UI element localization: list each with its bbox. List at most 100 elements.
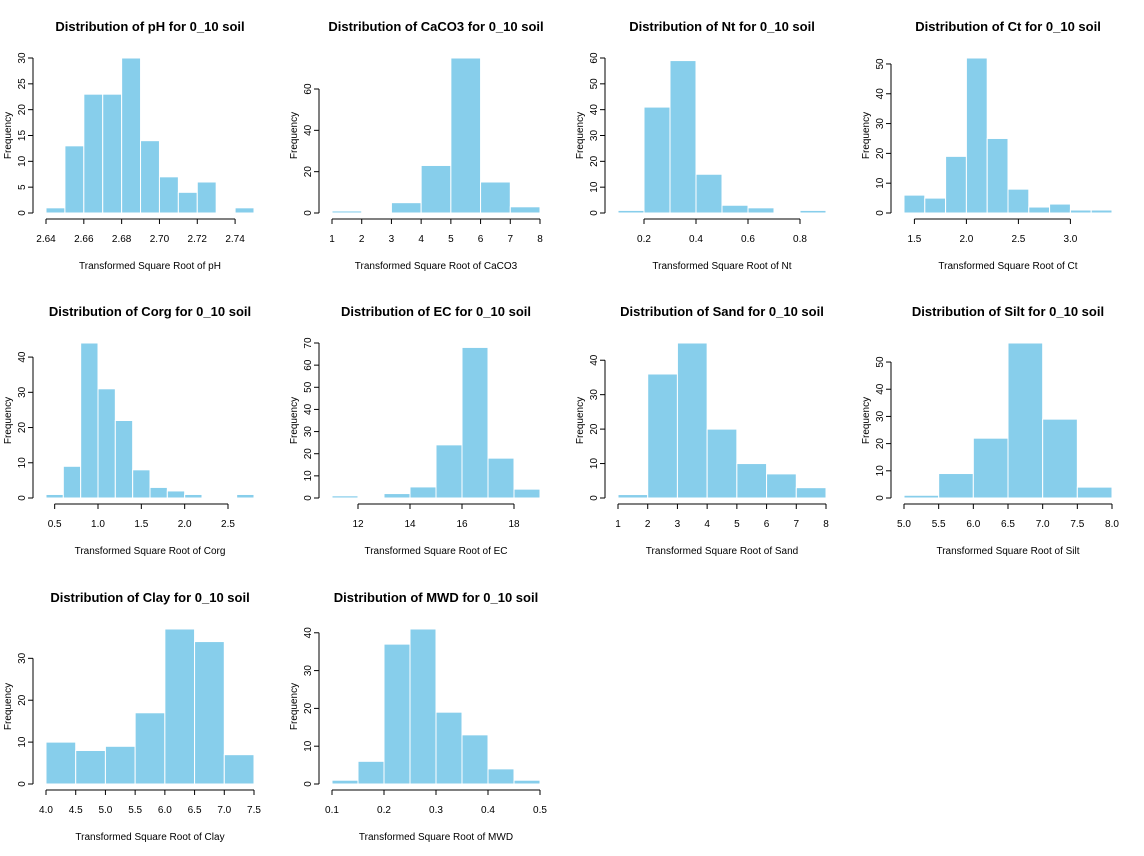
y-tick-label: 30: [303, 665, 314, 677]
x-tick-label: 0.4: [481, 805, 495, 816]
histogram-bar: [166, 490, 186, 499]
y-tick-label: 40: [303, 627, 314, 639]
y-tick-label: 20: [875, 438, 886, 450]
x-tick-label: 7.0: [217, 805, 231, 816]
y-tick-label: 40: [303, 124, 314, 136]
y-tick-label: 60: [589, 52, 600, 64]
x-tick-label: 8: [537, 234, 543, 245]
x-tick-label: 8: [823, 519, 829, 530]
histogram-bar: [1076, 486, 1113, 499]
y-tick-label: 10: [303, 470, 314, 482]
histogram-bar: [965, 57, 988, 214]
y-tick-label: 30: [303, 426, 314, 438]
histogram-bar: [132, 469, 151, 499]
y-tick-label: 30: [589, 130, 600, 142]
x-tick-label: 2.66: [74, 234, 94, 245]
y-tick-label: 20: [17, 104, 28, 116]
histogram-bar: [45, 741, 77, 785]
y-tick-label: 50: [875, 356, 886, 368]
x-tick-label: 1: [615, 519, 621, 530]
histogram-bar: [647, 373, 678, 499]
x-axis-label: Transformed Square Root of CaCO3: [355, 261, 518, 272]
y-tick-label: 20: [303, 448, 314, 460]
histogram-bar: [97, 388, 116, 499]
histogram-bar: [331, 779, 359, 785]
histogram-panel: 12 14 16 18 0 10 20 30 40 50 60 70 Distribution of E…: [289, 304, 541, 557]
x-tick-label: 3.0: [1063, 234, 1077, 245]
x-tick-label: 2: [359, 234, 365, 245]
y-axis-label: Frequency: [289, 112, 300, 159]
x-tick-label: 5: [448, 234, 454, 245]
y-tick-label: 20: [303, 702, 314, 714]
histogram-panel: 0.2 0.4 0.6 0.8 0 10 20 30 40 50 60 Distribution of…: [575, 19, 827, 272]
x-tick-label: 3: [675, 519, 681, 530]
y-tick-label: 15: [17, 130, 28, 142]
histogram-bar: [450, 57, 482, 214]
histogram-bar: [643, 106, 671, 214]
y-tick-label: 10: [17, 155, 28, 167]
x-tick-label: 0.5: [533, 805, 547, 816]
chart-title: Distribution of Ct for 0_10 soil: [915, 19, 1101, 34]
x-tick-label: 7.5: [247, 805, 261, 816]
histogram-panel: 1 2 3 4 5 6 7 8 0 20 40 60 Distribution of CaCO3 for…: [289, 19, 544, 272]
x-tick-label: 7.0: [1036, 519, 1050, 530]
x-axis-label: Transformed Square Root of Nt: [652, 261, 791, 272]
x-tick-label: 6: [764, 519, 770, 530]
x-tick-label: 16: [456, 519, 468, 530]
histogram-bar: [121, 57, 142, 214]
histogram-panel: 4.0 4.5 5.0 5.5 6.0 6.5 7.0 7.5 0 10 20 30 Distribut…: [3, 590, 261, 843]
histogram-panel: 0.1 0.2 0.3 0.4 0.5 0 10 20 30 40 Distribution of …: [289, 590, 547, 843]
x-tick-label: 0.4: [689, 234, 703, 245]
y-tick-label: 40: [589, 354, 600, 366]
y-tick-label: 0: [589, 210, 600, 216]
x-tick-label: 0.3: [429, 805, 443, 816]
histogram-bar: [1090, 209, 1113, 214]
y-tick-label: 30: [17, 652, 28, 664]
histogram-bar: [706, 428, 738, 499]
histogram-bar: [357, 760, 385, 785]
x-tick-label: 4: [418, 234, 424, 245]
x-tick-label: 2.0: [959, 234, 973, 245]
x-tick-label: 5: [734, 519, 740, 530]
histogram-bar: [617, 494, 649, 499]
histogram-bar: [617, 209, 645, 214]
x-tick-label: 7.5: [1070, 519, 1084, 530]
x-tick-label: 0.2: [637, 234, 651, 245]
histogram-bar: [83, 93, 104, 214]
y-tick-label: 50: [303, 381, 314, 393]
histogram-bar: [461, 346, 489, 499]
histogram-bar: [64, 145, 85, 214]
y-tick-label: 10: [17, 736, 28, 748]
histogram-bar: [234, 207, 255, 214]
x-tick-label: 3: [389, 234, 395, 245]
y-tick-label: 0: [589, 495, 600, 501]
y-tick-label: 30: [17, 52, 28, 64]
histogram-bar: [669, 60, 697, 214]
y-axis-label: Frequency: [3, 397, 14, 444]
x-tick-label: 0.5: [48, 519, 62, 530]
histogram-bar: [513, 488, 541, 499]
histogram-bar: [62, 465, 82, 499]
y-tick-label: 10: [875, 177, 886, 189]
histogram-bar: [45, 207, 66, 214]
y-axis-label: Frequency: [3, 683, 14, 730]
histogram-bar: [435, 444, 463, 499]
y-axis-label: Frequency: [575, 397, 586, 444]
histogram-bar: [938, 473, 974, 499]
x-tick-label: 0.6: [741, 234, 755, 245]
histogram-panel: 2.64 2.66 2.68 2.70 2.72 2.74 0 5 10 15 20 25 30 Dist…: [3, 19, 255, 272]
histogram-bar: [45, 493, 64, 499]
histogram-bar: [799, 209, 827, 214]
y-tick-label: 20: [17, 422, 28, 434]
chart-title: Distribution of Sand for 0_10 soil: [620, 304, 824, 319]
y-tick-label: 70: [303, 337, 314, 349]
x-tick-label: 0.8: [793, 234, 807, 245]
histogram-bar: [140, 140, 160, 214]
histogram-bar: [114, 420, 134, 499]
x-axis-label: Transformed Square Root of Ct: [938, 261, 1077, 272]
y-tick-label: 40: [303, 403, 314, 415]
x-tick-label: 1.5: [907, 234, 921, 245]
histogram-bar: [1042, 418, 1078, 499]
histogram-bar: [134, 712, 166, 785]
